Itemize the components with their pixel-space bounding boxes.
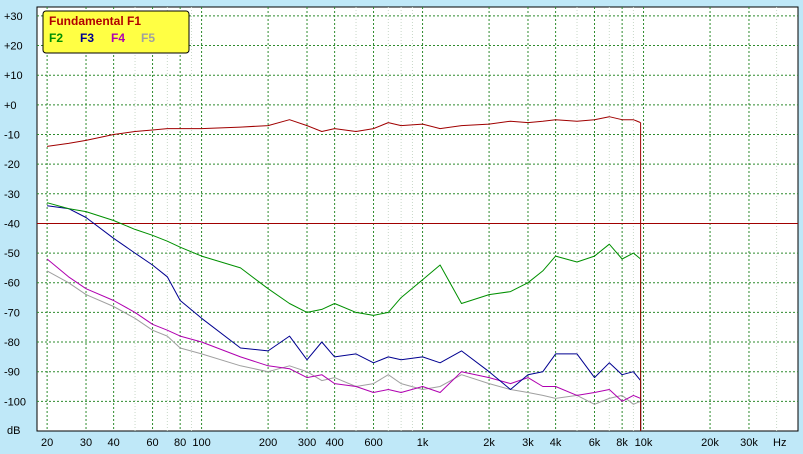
x-tick-label: 20k (701, 437, 719, 449)
legend-title: Fundamental F1 (49, 14, 141, 28)
legend-item-f2: F2 (49, 31, 63, 45)
legend: Fundamental F1 F2 F3 F4 F5 (42, 10, 190, 54)
plot-area (36, 6, 799, 432)
y-tick-label: -40 (4, 218, 20, 230)
x-tick-label: 8k (616, 437, 628, 449)
y-tick-label: -100 (4, 396, 26, 408)
y-tick-label: -60 (4, 278, 20, 290)
y-tick-label: -20 (4, 159, 20, 171)
series-line-f2 (46, 202, 641, 316)
series-line-fundamental-f1 (47, 116, 641, 147)
x-tick-label: 1k (417, 437, 429, 449)
x-tick-label: 80 (174, 437, 186, 449)
legend-item-f4: F4 (111, 31, 125, 45)
legend-item-f3: F3 (80, 31, 94, 45)
y-tick-label: -30 (4, 189, 20, 201)
y-tick-label: +20 (4, 41, 23, 53)
legend-box (42, 10, 190, 54)
y-tick-label: -50 (4, 248, 20, 260)
y-tick-label: -10 (4, 129, 20, 141)
series-line-f3 (47, 205, 641, 390)
legend-item-f5: F5 (141, 31, 155, 45)
y-tick-labels: +30 +20 +10 +0 -10 -20 -30 -40 -50 -60 -70 -80 -90 -1… (4, 11, 26, 408)
x-tick-label: 600 (364, 437, 382, 449)
x-tick-label: 20 (41, 437, 53, 449)
x-tick-label: 30 (80, 437, 92, 449)
x-tick-label: 400 (325, 437, 343, 449)
x-tick-label: 40 (108, 437, 120, 449)
x-tick-label: 10k (635, 437, 653, 449)
y-axis-label: dB (7, 425, 20, 437)
y-tick-label: -70 (4, 307, 20, 319)
x-tick-label: 300 (298, 437, 316, 449)
series-line-f5 (46, 270, 641, 405)
y-tick-label: +30 (4, 11, 23, 23)
x-tick-label: 6k (589, 437, 601, 449)
x-tick-label: 4k (550, 437, 562, 449)
x-tick-label: 200 (259, 437, 277, 449)
x-tick-label: 60 (146, 437, 158, 449)
x-tick-labels: 20 30 40 60 80 100 200 300 400 600 1k 2k 3k 4k 6k 8k 10k… (41, 437, 758, 449)
x-tick-label: 2k (483, 437, 495, 449)
y-tick-label: -80 (4, 337, 20, 349)
x-axis-label: Hz (773, 437, 786, 449)
x-tick-label: 30k (740, 437, 758, 449)
x-tick-label: 3k (522, 437, 534, 449)
series-line-f4 (46, 258, 641, 402)
y-tick-label: +10 (4, 70, 23, 82)
y-tick-label: +0 (4, 100, 17, 112)
series-group (46, 116, 642, 431)
y-tick-label: -90 (4, 367, 20, 379)
x-tick-label: 100 (192, 437, 210, 449)
